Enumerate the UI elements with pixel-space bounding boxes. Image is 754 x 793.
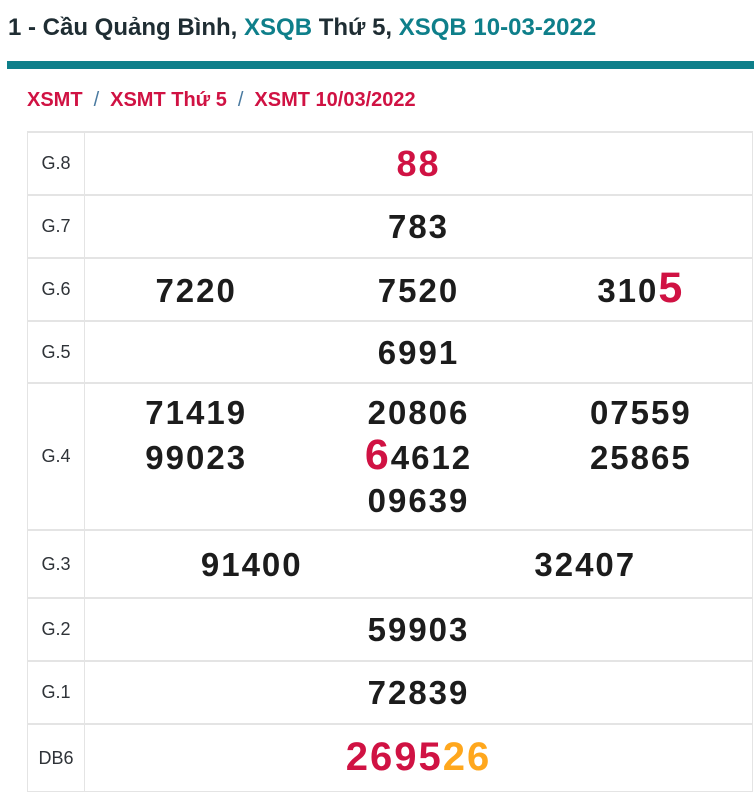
prize-number: 99023 <box>85 436 307 479</box>
breadcrumb-link-2[interactable]: XSMT Thứ 5 <box>110 89 227 111</box>
prize-number: 64612 <box>307 434 529 479</box>
table-row: G.7 783 <box>28 196 752 259</box>
prize-number-segment: 25865 <box>589 439 692 476</box>
prize-values: 59903 <box>85 599 752 660</box>
prize-values: 71419 20806 07559 99023 64612 25865 09639 <box>85 384 752 529</box>
prize-number: 32407 <box>419 543 753 586</box>
prize-values: 7220 7520 3105 <box>85 259 752 320</box>
prize-number-segment: 99023 <box>145 439 248 476</box>
prize-number-segment: 6 <box>364 431 391 479</box>
prize-label: G.1 <box>28 662 85 723</box>
prize-number: 72839 <box>85 671 752 714</box>
prize-number-segment: 71419 <box>145 394 248 431</box>
prize-label: G.3 <box>28 531 85 597</box>
breadcrumb: XSMT / XSMT Thứ 5 / XSMT 10/03/2022 <box>27 89 754 111</box>
prize-number: 25865 <box>530 436 752 479</box>
prize-number: 7520 <box>307 269 529 312</box>
prize-number: 20806 <box>307 391 529 434</box>
prize-label: DB6 <box>28 725 85 791</box>
prize-number-segment: 07559 <box>589 394 692 431</box>
title-segment: 1 - Cầu Quảng Bình, <box>8 14 245 41</box>
prize-number: 783 <box>85 205 752 248</box>
prize-number-segment: 88 <box>396 142 441 184</box>
results-table: G.8 88 G.7 783 G.6 7220 7520 3105 G.5 6991 G.4 7141… <box>27 131 753 792</box>
breadcrumb-link-1[interactable]: XSMT <box>27 89 83 111</box>
breadcrumb-separator: / <box>237 89 244 111</box>
prize-number: 3105 <box>530 267 752 312</box>
table-row: G.1 72839 <box>28 662 752 725</box>
title-segment: XSQB <box>244 14 313 41</box>
prize-number-segment: 20806 <box>367 394 470 431</box>
prize-values: 6991 <box>85 322 752 382</box>
prize-number-segment: 6991 <box>377 333 460 371</box>
prize-values: 269526 <box>85 725 752 791</box>
prize-number-segment: 2695 <box>345 735 443 779</box>
prize-number: 59903 <box>85 608 752 651</box>
prize-number-segment: 7220 <box>155 272 237 309</box>
prize-label: G.5 <box>28 322 85 382</box>
prize-number-segment: 26 <box>442 735 492 779</box>
prize-number-segment: 5 <box>658 264 685 312</box>
prize-number-segment: 32407 <box>534 545 637 583</box>
prize-number-segment: 72839 <box>367 674 470 711</box>
prize-number: 09639 <box>307 479 529 522</box>
table-row: DB6 269526 <box>28 725 752 791</box>
prize-values: 72839 <box>85 662 752 723</box>
breadcrumb-link-3[interactable]: XSMT 10/03/2022 <box>254 89 416 111</box>
prize-label: G.6 <box>28 259 85 320</box>
table-row: G.3 91400 32407 <box>28 531 752 599</box>
prize-number-segment: 783 <box>387 208 450 245</box>
prize-label: G.8 <box>28 133 85 194</box>
prize-label: G.4 <box>28 384 85 529</box>
prize-values: 783 <box>85 196 752 257</box>
prize-label: G.7 <box>28 196 85 257</box>
prize-number: 91400 <box>85 543 419 586</box>
table-row: G.6 7220 7520 3105 <box>28 259 752 322</box>
prize-number-segment: 59903 <box>367 611 470 648</box>
table-row: G.5 6991 <box>28 322 752 384</box>
title-segment: XSQB 10-03-2022 <box>398 14 597 41</box>
prize-number: 6991 <box>85 331 752 374</box>
table-row: G.8 88 <box>28 133 752 196</box>
prize-number: 88 <box>85 142 752 186</box>
prize-number-segment: 91400 <box>200 545 303 583</box>
prize-number-segment: 310 <box>597 272 659 309</box>
prize-number: 07559 <box>530 391 752 434</box>
prize-number-segment: 4612 <box>390 439 473 476</box>
prize-label: G.2 <box>28 599 85 660</box>
prize-number-segment: 7520 <box>377 272 460 309</box>
prize-number: 71419 <box>85 391 307 434</box>
prize-values: 91400 32407 <box>85 531 752 597</box>
table-row: G.4 71419 20806 07559 99023 64612 25865 09639 <box>28 384 752 531</box>
prize-number-segment: 09639 <box>367 482 470 519</box>
breadcrumb-separator: / <box>93 89 100 111</box>
table-row: G.2 59903 <box>28 599 752 662</box>
prize-values: 88 <box>85 133 752 194</box>
page-title: 1 - Cầu Quảng Bình, XSQB Thứ 5, XSQB 10-… <box>8 14 754 42</box>
results-panel: XSMT / XSMT Thứ 5 / XSMT 10/03/2022 G.8 88 G.7… <box>7 61 754 792</box>
title-segment: Thứ 5, <box>312 14 399 41</box>
prize-number: 269526 <box>85 736 752 780</box>
prize-number: 7220 <box>85 269 307 312</box>
